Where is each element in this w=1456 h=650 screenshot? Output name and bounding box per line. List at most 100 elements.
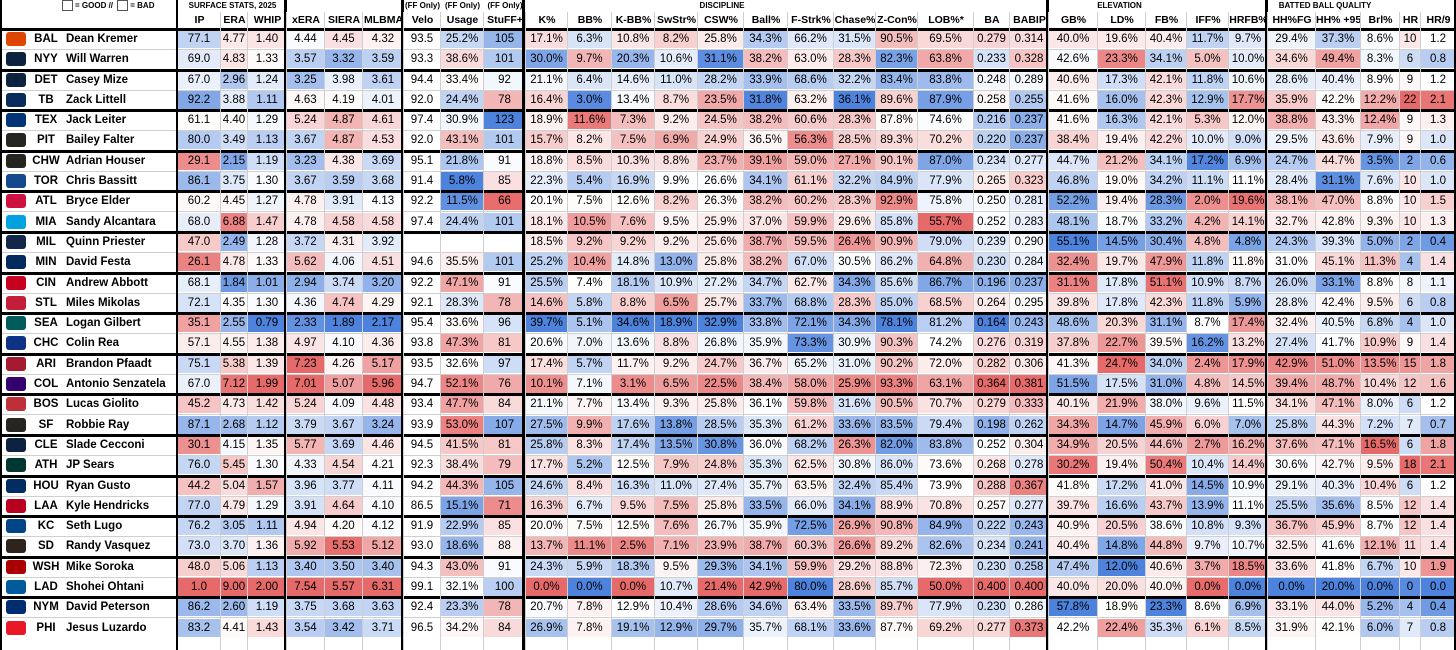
column-header-brl-[interactable]: Brl% bbox=[1368, 14, 1393, 26]
column-header-k-[interactable]: K% bbox=[538, 14, 556, 26]
stat-cell-hh-95: 31.1% bbox=[1316, 172, 1360, 190]
stat-cell-iff-: 2.7% bbox=[1187, 436, 1228, 454]
pitcher-name[interactable]: Andrew Abbott bbox=[66, 277, 148, 289]
stat-cell-swstr-: 6.5% bbox=[655, 294, 697, 312]
column-header-babip[interactable]: BABIP bbox=[1013, 14, 1046, 26]
stat-cell-hr: 4 bbox=[1400, 253, 1420, 271]
stat-cell-ld-: 19.4% bbox=[1098, 131, 1145, 149]
stat-cell-usage: 44.3% bbox=[441, 477, 483, 495]
stat-cell-k-: 20.7% bbox=[526, 598, 567, 616]
pitcher-name[interactable]: Lucas Giolito bbox=[66, 398, 139, 410]
stat-cell-whip: 0.79 bbox=[248, 314, 286, 332]
column-header-usage[interactable]: Usage bbox=[446, 14, 479, 26]
pitcher-name[interactable]: Bryce Elder bbox=[66, 195, 130, 207]
pitcher-name[interactable]: Seth Lugo bbox=[66, 520, 123, 532]
stat-cell-ball-: 34.7% bbox=[744, 274, 787, 292]
pitcher-name[interactable]: Bailey Falter bbox=[66, 134, 135, 146]
stat-cell-mlbma: 5.12 bbox=[363, 537, 403, 555]
stat-cell-iff-: 16.2% bbox=[1187, 334, 1228, 352]
stat-cell-gb-: 31.1% bbox=[1049, 274, 1097, 292]
pitcher-name[interactable]: Robbie Ray bbox=[66, 419, 130, 431]
pitcher-name[interactable]: Miles Mikolas bbox=[66, 297, 141, 309]
stat-cell-swstr-: 7.9% bbox=[655, 456, 697, 474]
column-header-hh-fg[interactable]: HH%FG bbox=[1272, 14, 1312, 26]
column-header-lob-[interactable]: LOB%* bbox=[928, 14, 964, 26]
column-header-swstr-[interactable]: SwStr% bbox=[656, 14, 697, 26]
column-header-ball-[interactable]: Ball% bbox=[751, 14, 781, 26]
column-header-csw-[interactable]: CSW% bbox=[704, 14, 738, 26]
stat-cell-hr: 11 bbox=[1400, 537, 1420, 555]
stat-cell-era: 7.12 bbox=[221, 375, 247, 393]
column-header-bb-[interactable]: BB% bbox=[577, 14, 603, 26]
stat-cell-hr-9: 1.3 bbox=[1421, 111, 1455, 129]
team-logo-icon bbox=[6, 235, 26, 249]
matchup-divider bbox=[0, 190, 1456, 193]
stat-cell-hh-fg: 32.7% bbox=[1268, 213, 1315, 231]
stat-cell-k-: 14.6% bbox=[526, 294, 567, 312]
pitcher-name[interactable]: Zack Littell bbox=[66, 94, 127, 106]
team-logo-icon bbox=[6, 316, 26, 330]
column-header-stuff-[interactable]: StuFF+ bbox=[487, 14, 523, 26]
column-header-era[interactable]: ERA bbox=[223, 14, 246, 26]
stat-cell-ip: 68.1 bbox=[178, 274, 220, 292]
column-header-iff-[interactable]: IFF% bbox=[1195, 14, 1221, 26]
pitcher-name[interactable]: JP Sears bbox=[66, 459, 115, 471]
stat-cell-k-bb-: 0.0% bbox=[612, 578, 654, 596]
column-header-siera[interactable]: SIERA bbox=[327, 14, 361, 26]
pitcher-name[interactable]: Mike Soroka bbox=[66, 561, 134, 573]
column-header-hrfb-[interactable]: HRFB% bbox=[1229, 14, 1268, 26]
column-header-ip[interactable]: IP bbox=[194, 14, 205, 26]
stat-cell-gb-: 40.0% bbox=[1049, 30, 1097, 48]
pitcher-name[interactable]: Dean Kremer bbox=[66, 33, 138, 45]
column-header-chase-[interactable]: Chase% bbox=[834, 14, 876, 26]
team-abbrev: SD bbox=[38, 540, 54, 552]
pitcher-name[interactable]: Antonio Senzatela bbox=[66, 378, 166, 390]
stat-cell-hh-fg: 42.9% bbox=[1268, 355, 1315, 373]
pitcher-name[interactable]: Shohei Ohtani bbox=[66, 581, 144, 593]
column-header-fb-[interactable]: FB% bbox=[1154, 14, 1179, 26]
stat-cell-hr: 9 bbox=[1400, 111, 1420, 129]
stat-cell-swstr-: 8.2% bbox=[655, 192, 697, 210]
cell-divider bbox=[1186, 12, 1187, 650]
pitcher-name[interactable]: Kyle Hendricks bbox=[66, 500, 150, 512]
stat-cell-k-: 26.9% bbox=[526, 619, 567, 637]
stat-cell-csw-: 28.5% bbox=[698, 416, 743, 434]
stat-cell-ball-: 35.3% bbox=[744, 456, 787, 474]
pitcher-name[interactable]: Chris Bassitt bbox=[66, 175, 137, 187]
pitcher-name[interactable]: Adrian Houser bbox=[66, 155, 146, 167]
pitcher-name[interactable]: Casey Mize bbox=[66, 74, 129, 86]
column-header-hr-9[interactable]: HR/9 bbox=[1426, 14, 1451, 26]
column-header-f-strk-[interactable]: F-Strk% bbox=[791, 14, 831, 26]
pitcher-name[interactable]: Quinn Priester bbox=[66, 236, 146, 248]
pitcher-name[interactable]: Jack Leiter bbox=[66, 114, 127, 126]
column-header-ld-[interactable]: LD% bbox=[1110, 14, 1134, 26]
pitcher-name[interactable]: David Peterson bbox=[66, 601, 150, 613]
column-header-hr[interactable]: HR bbox=[1402, 14, 1419, 26]
pitcher-name[interactable]: Logan Gilbert bbox=[66, 317, 141, 329]
pitcher-name[interactable]: David Festa bbox=[66, 256, 131, 268]
column-header-gb-[interactable]: GB% bbox=[1060, 14, 1087, 26]
stat-cell-ball-: 35.7% bbox=[744, 619, 787, 637]
stat-cell-era: 1.84 bbox=[221, 274, 247, 292]
column-header-whip[interactable]: WHIP bbox=[253, 14, 282, 26]
pitcher-name[interactable]: Will Warren bbox=[66, 53, 129, 65]
pitcher-name[interactable]: Brandon Pfaadt bbox=[66, 358, 152, 370]
column-header-xera[interactable]: xERA bbox=[291, 14, 320, 26]
stat-cell-hrfb-: 17.4% bbox=[1229, 314, 1267, 332]
column-header-mlbma[interactable]: MLBMA bbox=[363, 14, 404, 26]
stat-cell-usage: 30.9% bbox=[441, 111, 483, 129]
pitcher-name[interactable]: Slade Cecconi bbox=[66, 439, 145, 451]
column-header-ba[interactable]: BA bbox=[984, 14, 1000, 26]
pitcher-name[interactable]: Ryan Gusto bbox=[66, 480, 131, 492]
stat-cell-fb-: 42.3% bbox=[1146, 91, 1186, 109]
stat-cell-ball-: 38.2% bbox=[744, 111, 787, 129]
pitcher-name[interactable]: Sandy Alcantara bbox=[66, 216, 156, 228]
pitcher-name[interactable]: Jesus Luzardo bbox=[66, 622, 147, 634]
column-header-k-bb-[interactable]: K-BB% bbox=[615, 14, 652, 26]
stat-cell-usage: 28.3% bbox=[441, 294, 483, 312]
column-header-z-con-[interactable]: Z-Con% bbox=[877, 14, 917, 26]
pitcher-name[interactable]: Randy Vasquez bbox=[66, 540, 151, 552]
pitcher-name[interactable]: Colin Rea bbox=[66, 337, 120, 349]
column-header-hh-95[interactable]: HH% +95 bbox=[1316, 14, 1361, 26]
column-header-velo[interactable]: Velo bbox=[411, 14, 434, 26]
